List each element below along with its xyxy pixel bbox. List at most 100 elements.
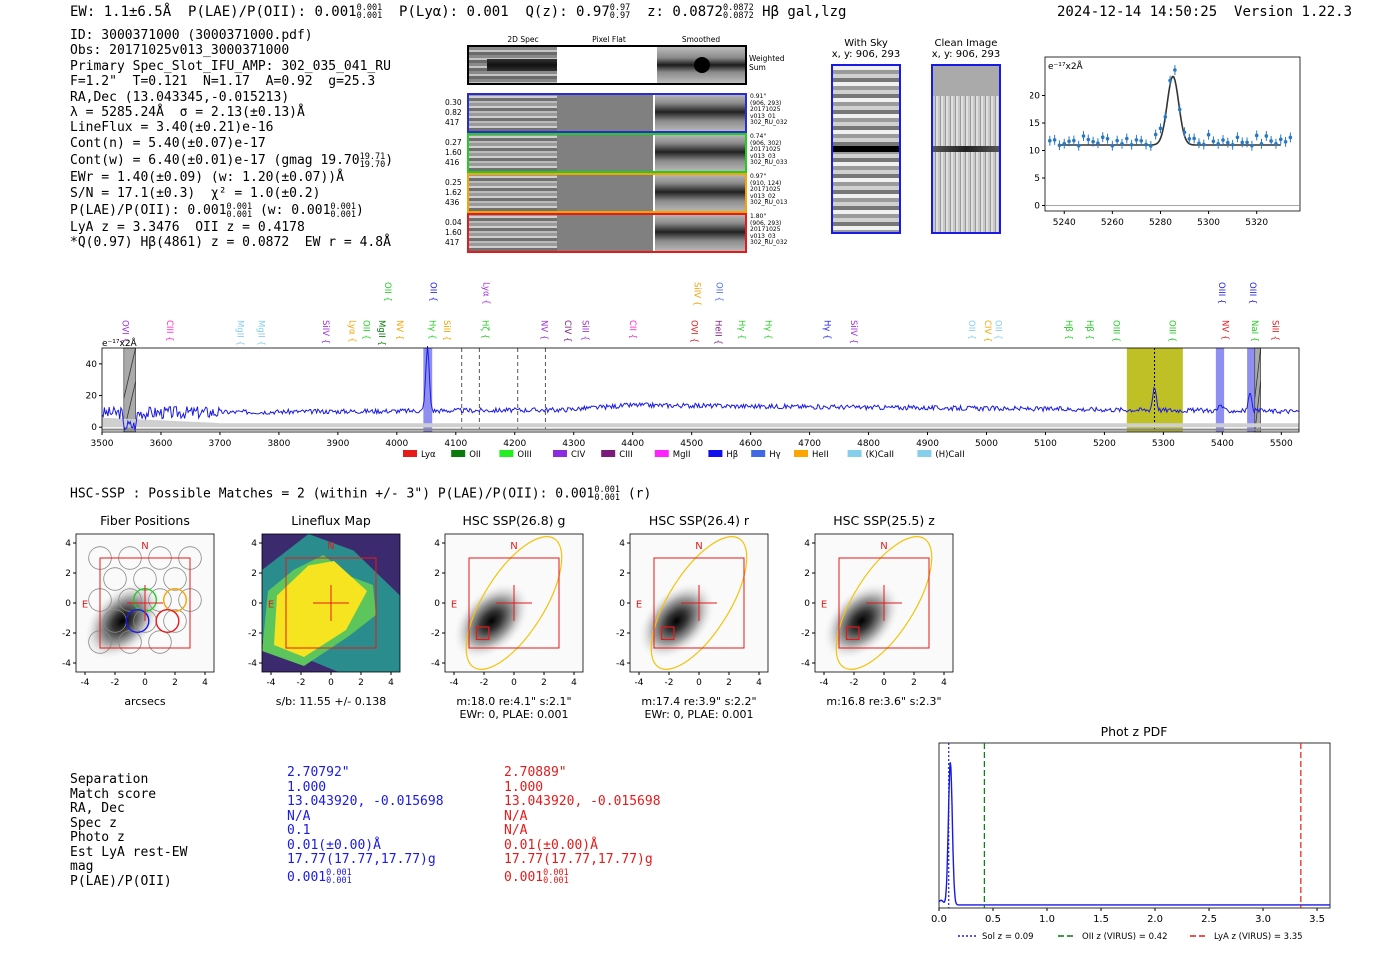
panel-xtick-label: -4 [267,678,276,688]
spectrum-lower-label: CIV { [562,320,572,342]
plae-hi: 0.001 [356,3,383,13]
clean-trace [933,146,999,152]
photz-legend-label: LyA z (VIRUS) = 3.35 [1214,932,1303,942]
photz-xtick-label: 3.0 [1255,914,1271,925]
fiber-row-2-left: 0.27 1.60 416 [445,138,462,168]
clean-label: Clean Image [934,38,998,49]
aperture-ellipse [650,536,748,670]
spectrum-xtick-label: 4800 [857,439,880,449]
zoom-point [1158,126,1163,131]
fiber-row-1-left: 0.30 0.82 417 [445,98,462,128]
zoom-model-line [1059,75,1281,146]
r1-m2: (906, 293) [750,99,782,107]
spectrum-upper-label: OIII { [1247,282,1257,304]
hsc-panel-image: N E -4 -4 -2 -2 0 0 2 2 4 4 [801,533,954,688]
blue-separation: 2.70792" [287,765,350,780]
spectrum-lower-label: OII { [966,320,976,340]
datetime: 2024-12-14 14:50:25 [1057,4,1218,20]
spectrum-legend-label: Lyα [421,450,436,460]
zoom-point [1124,136,1129,141]
match-red-column: 2.70889" 1.000 13.043920, -0.015698 N/A … [504,765,661,887]
r1-l1: 0.30 [445,98,462,107]
panel-ytick-label: -4 [248,659,257,669]
info-id: ID: 3000371000 (3000371000.pdf) [70,28,313,43]
r4-m4: v013_03 [750,232,776,240]
fiber-row-3-left: 0.25 1.62 436 [445,178,462,208]
spectrum-lower-label: Hγ { [426,320,436,340]
panel-ytick-label: -2 [62,629,71,639]
match-labels: Separation Match score RA, Dec Spec z Ph… [70,772,187,889]
spectrum-xtick-label: 4900 [916,439,939,449]
zoom-point [1081,134,1086,138]
zoom-point [1216,142,1221,146]
north-label: N [880,541,887,552]
panel-xtick-label: 2 [541,678,547,688]
red-plae-hi: 0.001 [543,868,569,878]
hsc-panel-image: N E -4 -4 -2 -2 0 0 2 2 4 4 [616,533,769,688]
info-obs: Obs: 20171025v013_3000371000 [70,43,290,59]
spectrum-legend-label: CIV [571,450,585,460]
r4-l1: 0.04 [445,218,462,227]
photz-xtick-label: 2.5 [1201,914,1217,925]
spectrum-lower-label: OIII { [1166,320,1176,342]
label-mag: mag [70,859,94,874]
field-box [653,557,745,649]
lineflux-yellow [274,561,367,657]
zoom-ytick-label: 5 [1034,174,1040,184]
panel-ytick-label: -2 [801,629,810,639]
z-tags: Hβ gal,lzg [762,4,847,20]
info-contn: Cont(n) = 5.40(±0.07)e-17 [70,135,266,151]
red-plae: 0.001 0.001 0.001 [504,868,661,887]
blue-radec: 13.043920, -0.015698 [287,794,444,809]
spectrum-xtick-label: 5400 [1211,439,1234,449]
east-label: E [451,600,457,611]
zoom-point [1091,139,1095,144]
zoom-point [1076,143,1081,148]
panel-ytick-label: 0 [434,599,440,609]
spectrum-upper-label: SiIV { [692,282,702,306]
zoom-point [1052,138,1057,142]
spectrum-xtick-label: 4000 [385,439,408,449]
match-blue-column: 2.70792" 1.000 13.043920, -0.015698 N/A … [287,765,444,887]
r2-l1: 0.27 [445,138,462,147]
zoom-point [1226,140,1230,145]
zoom-line-chart: e⁻¹⁷x2Å 0 5 10 15 20 5240 5260 5280 5300 5320 [1030,56,1301,228]
r2-l2: 1.60 [445,148,462,157]
spectrum-xtick-label: 3900 [326,439,349,449]
zoom-point [1211,139,1216,144]
spectrum-lower-label: NaI { [1249,320,1259,342]
fiber-circle [148,588,172,612]
photz-title: Phot z PDF [1100,724,1168,739]
zoom-point [1259,141,1264,146]
hsc-panel-caption: EWr: 0, PLAE: 0.001 [459,708,569,721]
hsc-panel-title: HSC SSP(25.5) z [833,513,935,528]
panel-ytick-label: -4 [62,659,71,669]
spectrum-lower-label: Hγ { [762,320,772,340]
spectrum-xtick-label: 3800 [267,439,290,449]
spectrum-lower-label: CII { [627,320,637,339]
spectrum-legend-label: OIII [517,450,531,460]
weighted-trace [487,59,557,71]
info-block: ID: 3000371000 (3000371000.pdf) Obs: 201… [70,28,393,251]
photz-marks: 0.0 0.5 1.0 1.5 2.0 2.5 3.0 3.5 Sol z = 0.09 OII … [931,743,1330,942]
panel-ytick-label: 2 [804,569,810,579]
spectrum-xtick-label: 5200 [1093,439,1116,449]
spectrum-lower-label: Hγ { [736,320,746,340]
hsc-panel-caption: arcsecs [124,695,166,708]
panel-xtick-label: -4 [635,678,644,688]
zoom-point [1274,141,1278,146]
zoom-unit: e⁻¹⁷x2Å [1048,60,1084,72]
panel-xtick-label: -2 [480,678,489,688]
spectrum-xtick-label: 4400 [621,439,644,449]
plae-b-lo: 0.001 [330,209,357,220]
photz-xtick-label: 0.0 [931,914,947,925]
spectrum-upper-label: OII { [427,282,437,302]
info-radec: RA,Dec (13.043345,-0.015213) [70,89,290,105]
fiber-orange [162,587,188,613]
fiber-red [155,608,180,634]
r2-m4: v013_03 [750,152,776,160]
north-label: N [510,541,517,552]
east-label: E [268,600,274,611]
spectrum-noise-band [102,417,1299,428]
r3-m1: 0.97" [750,173,767,180]
